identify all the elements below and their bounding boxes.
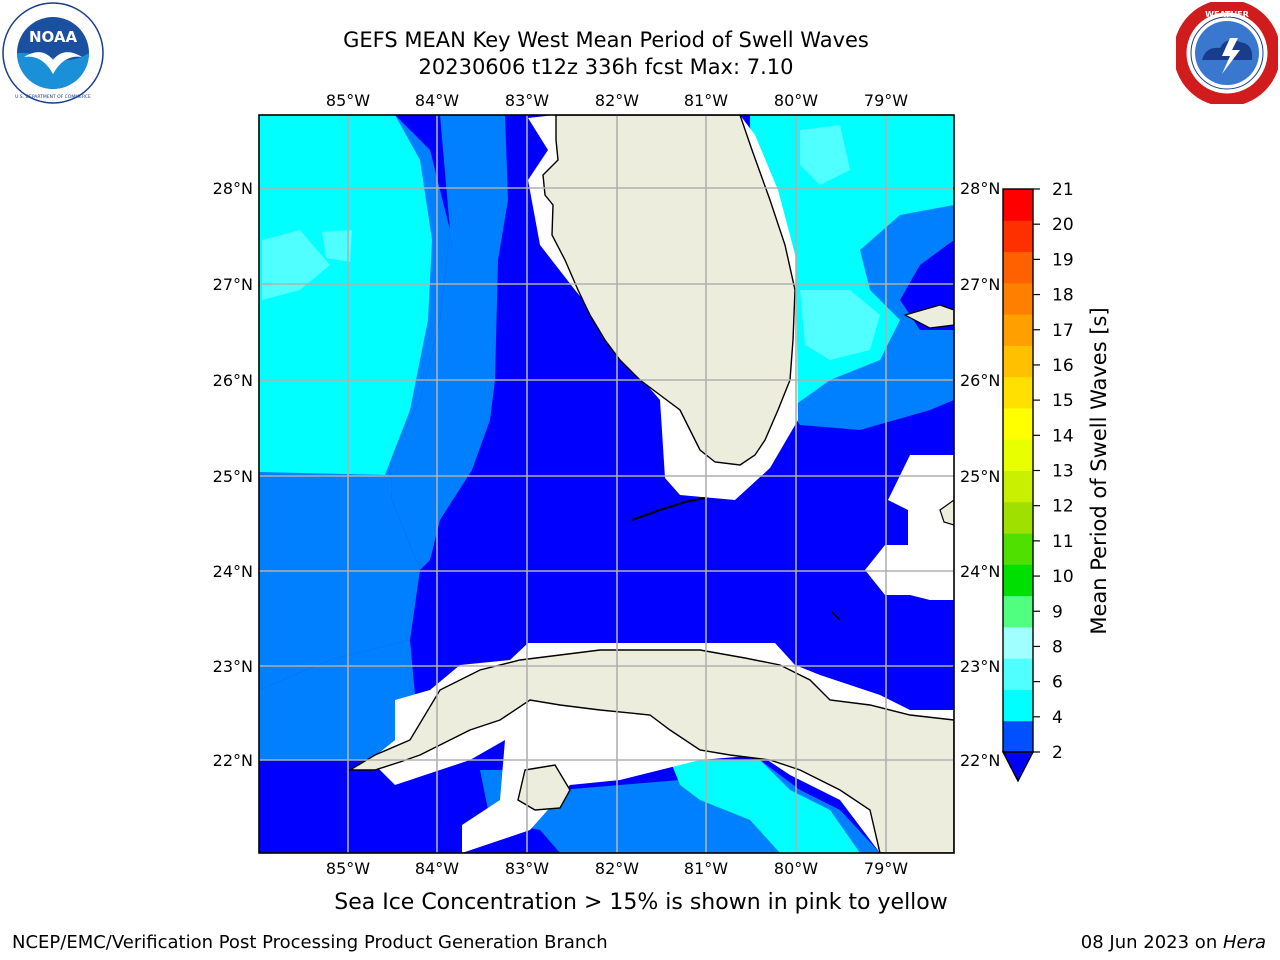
- graticule: [259, 115, 954, 853]
- lat-labels-right: 28°N 27°N 26°N 25°N 24°N 23°N 22°N: [960, 179, 1000, 770]
- map-frame: [258, 114, 955, 854]
- lon-label: 84°W: [415, 91, 459, 110]
- lon-labels-bottom: 85°W 84°W 83°W 82°W 81°W 80°W 79°W: [326, 859, 908, 878]
- lon-label: 81°W: [684, 91, 728, 110]
- footer-host: Hera: [1222, 932, 1266, 953]
- svg-text:WEATHER: WEATHER: [1205, 10, 1249, 19]
- lat-label: 25°N: [960, 467, 1000, 486]
- lat-label: 25°N: [213, 467, 253, 486]
- colorbar-segment: [1003, 689, 1033, 722]
- colorbar-tick-label: 19: [1052, 250, 1074, 270]
- colorbar-segment: [1003, 407, 1033, 440]
- lat-label: 22°N: [213, 751, 253, 770]
- colorbar-tick-label: 20: [1052, 215, 1074, 235]
- colorbar-tick-label: 4: [1052, 708, 1063, 728]
- land-cuba: [347, 649, 954, 853]
- footer-credit: NCEP/EMC/Verification Post Processing Pr…: [12, 932, 608, 953]
- colorbar-tick-label: 17: [1052, 321, 1074, 341]
- colorbar-segment: [1003, 595, 1033, 628]
- lat-label: 27°N: [213, 275, 253, 294]
- map-subtitle: 20230606 t12z 336h fcst Max: 7.10: [418, 55, 794, 79]
- colorbar-segment: [1003, 251, 1033, 284]
- lon-label: 82°W: [595, 91, 639, 110]
- lat-label: 26°N: [213, 371, 253, 390]
- colorbar-label: Mean Period of Swell Waves [s]: [1087, 307, 1111, 634]
- lat-label: 26°N: [960, 371, 1000, 390]
- land-bahamas: [903, 304, 954, 329]
- colorbar: 21 20 19 18 17 16 15 14 13 12 11 10 9 8 6 4 2 Mean Perio…: [1001, 180, 1111, 783]
- colorbar-extend-arrow: [1001, 751, 1035, 783]
- land-florida: [542, 115, 796, 466]
- colorbar-segment: [1003, 564, 1033, 597]
- map-title: GEFS MEAN Key West Mean Period of Swell …: [343, 28, 869, 52]
- colorbar-tick-label: 11: [1052, 532, 1074, 552]
- noaa-logo-text: NOAA: [29, 28, 78, 46]
- lon-label: 79°W: [864, 91, 908, 110]
- colorbar-tick-label: 12: [1052, 497, 1074, 517]
- lon-label: 83°W: [505, 91, 549, 110]
- colorbar-tick-label: 21: [1052, 180, 1074, 200]
- florida-keys: [631, 497, 706, 521]
- lat-label: 24°N: [213, 562, 253, 581]
- lat-label: 22°N: [960, 751, 1000, 770]
- lon-label: 80°W: [774, 859, 818, 878]
- colorbar-segments: [1003, 189, 1033, 753]
- colorbar-segment: [1003, 658, 1033, 690]
- colorbar-tick-label: 16: [1052, 356, 1074, 376]
- lat-label: 23°N: [213, 657, 253, 676]
- lon-label: 79°W: [864, 859, 908, 878]
- noaa-logo: NOAA U.S. DEPARTMENT OF COMMERCE: [2, 2, 104, 104]
- colorbar-tick-label: 15: [1052, 391, 1074, 411]
- colorbar-segment: [1003, 501, 1033, 534]
- colorbar-segment: [1003, 533, 1033, 565]
- colorbar-tick-label: 9: [1052, 602, 1063, 622]
- lon-label: 82°W: [595, 859, 639, 878]
- map-area: [259, 115, 954, 853]
- nws-logo: WEATHER: [1176, 2, 1278, 104]
- colorbar-segment: [1003, 470, 1033, 503]
- lon-label: 84°W: [415, 859, 459, 878]
- lat-label: 24°N: [960, 562, 1000, 581]
- lat-labels-left: 28°N 27°N 26°N 25°N 24°N 23°N 22°N: [213, 179, 253, 770]
- lon-label: 85°W: [326, 859, 370, 878]
- footer-date-text: 08 Jun 2023 on: [1080, 932, 1223, 953]
- colorbar-tick-label: 13: [1052, 462, 1074, 482]
- lon-label: 85°W: [326, 91, 370, 110]
- lon-label: 83°W: [505, 859, 549, 878]
- sea-ice-note: Sea Ice Concentration > 15% is shown in …: [334, 890, 948, 915]
- colorbar-segment: [1003, 626, 1033, 659]
- lat-label: 28°N: [960, 179, 1000, 198]
- colorbar-segment: [1003, 439, 1033, 471]
- lon-label: 80°W: [774, 91, 818, 110]
- ocean-6-7-south: [670, 760, 860, 853]
- lon-label: 81°W: [684, 859, 728, 878]
- colorbar-tick-label: 10: [1052, 567, 1074, 587]
- colorbar-tick-label: 6: [1052, 673, 1063, 693]
- colorbar-tick-label: 14: [1052, 426, 1074, 446]
- colorbar-ticks: 21 20 19 18 17 16 15 14 13 12 11 10 9 8 6 4 2: [1033, 180, 1074, 763]
- lon-labels-top: 85°W 84°W 83°W 82°W 81°W 80°W 79°W: [326, 91, 908, 110]
- colorbar-segment: [1003, 345, 1033, 378]
- colorbar-segment: [1003, 282, 1033, 315]
- lat-label: 23°N: [960, 657, 1000, 676]
- colorbar-segment: [1003, 220, 1033, 253]
- coastal-mask-bahamas: [865, 455, 954, 600]
- colorbar-segment: [1003, 314, 1033, 346]
- colorbar-segment: [1003, 376, 1033, 409]
- colorbar-tick-label: 8: [1052, 637, 1063, 657]
- colorbar-segment: [1003, 189, 1033, 221]
- footer-date: 08 Jun 2023 on Hera: [1081, 932, 1266, 953]
- colorbar-tick-label: 18: [1052, 286, 1074, 306]
- land-isla-juventud: [517, 764, 571, 811]
- colorbar-segment: [1003, 720, 1033, 753]
- colorbar-tick-label: 2: [1052, 743, 1063, 763]
- svg-text:U.S. DEPARTMENT OF COMMERCE: U.S. DEPARTMENT OF COMMERCE: [15, 94, 91, 100]
- lat-label: 27°N: [960, 275, 1000, 294]
- ocean-6-7-west: [259, 115, 432, 475]
- lat-label: 28°N: [213, 179, 253, 198]
